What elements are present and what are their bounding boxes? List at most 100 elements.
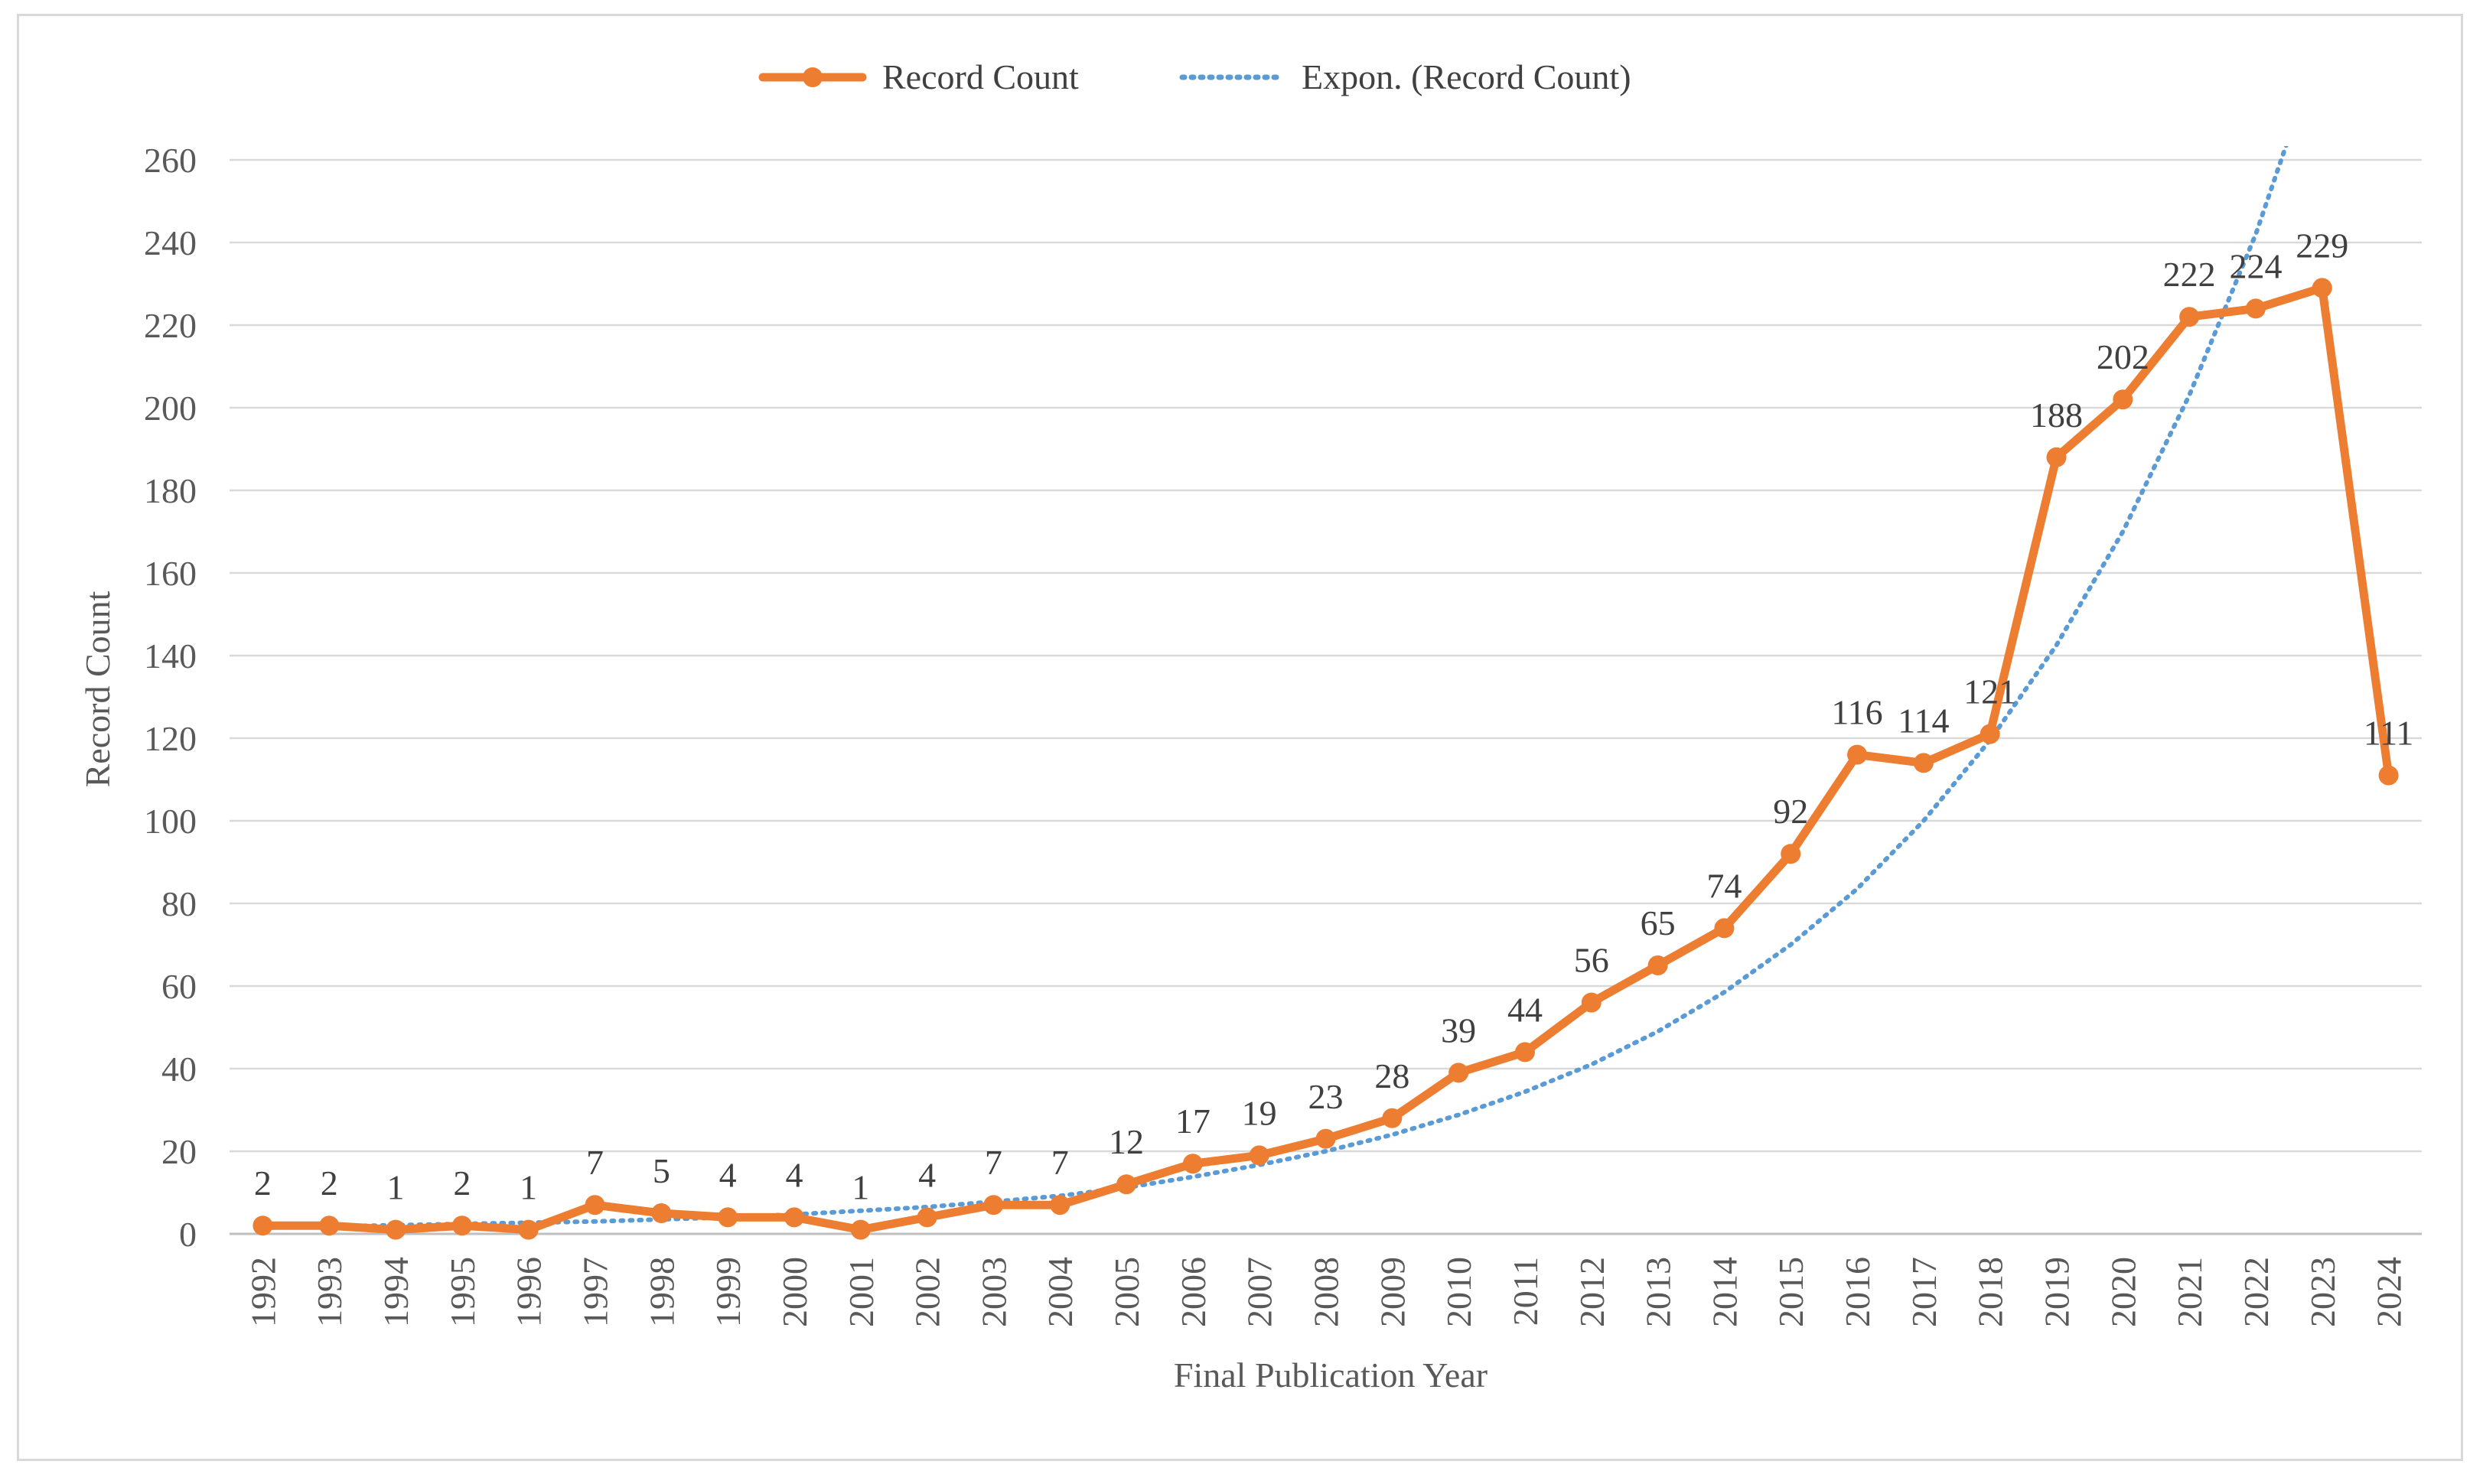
data-point	[917, 1207, 937, 1228]
legend-entry-expon-trendline: Expon. (Record Count)	[1179, 57, 1631, 96]
data-point	[1315, 1128, 1336, 1149]
y-tick-label: 100	[144, 802, 197, 841]
data-label: 121	[1963, 672, 2016, 711]
line-chart: Record Count Expon. (Record Count) 02040…	[78, 57, 2422, 1395]
data-label: 4	[785, 1155, 803, 1194]
x-tick-label: 2020	[2103, 1257, 2142, 1327]
data-label: 39	[1441, 1010, 1476, 1050]
data-point	[1980, 724, 2000, 744]
data-label: 188	[2030, 395, 2083, 434]
data-label: 19	[1242, 1093, 1277, 1132]
x-tick-label: 2019	[2038, 1257, 2077, 1327]
data-point	[718, 1207, 738, 1228]
data-point	[1847, 744, 1868, 765]
trendline-series	[260, 146, 2289, 1230]
x-tick-label: 2017	[1905, 1257, 1944, 1327]
data-label: 224	[2229, 246, 2282, 285]
x-tick-label: 2021	[2170, 1257, 2209, 1327]
y-tick-label: 140	[144, 636, 197, 675]
x-tick-label: 2007	[1240, 1257, 1279, 1327]
y-tick-label: 40	[161, 1050, 197, 1089]
data-point	[784, 1207, 804, 1228]
x-tick-label: 1993	[310, 1257, 349, 1327]
data-label: 7	[586, 1143, 604, 1182]
x-tick-label: 1995	[443, 1257, 482, 1327]
x-tick-label: 2001	[842, 1257, 881, 1327]
data-label: 92	[1773, 792, 1808, 831]
x-tick-label: 2004	[1041, 1257, 1080, 1327]
x-tick-label: 1997	[576, 1257, 615, 1327]
data-point	[1249, 1145, 1269, 1166]
data-point	[1448, 1063, 1469, 1083]
data-label: 2	[254, 1163, 272, 1202]
data-label: 23	[1308, 1077, 1344, 1116]
data-label: 111	[2364, 714, 2414, 753]
trendline-path	[260, 146, 2289, 1230]
data-point	[2378, 765, 2399, 786]
data-label: 1	[387, 1168, 405, 1207]
data-point	[2179, 307, 2200, 327]
x-tick-label: 1994	[376, 1257, 415, 1327]
y-tick-label: 80	[161, 884, 197, 923]
x-tick-label: 1999	[709, 1257, 748, 1327]
data-point	[2245, 298, 2266, 319]
x-tick-label: 2014	[1705, 1257, 1744, 1327]
x-tick-label: 2012	[1572, 1257, 1611, 1327]
data-label: 2	[453, 1163, 471, 1202]
data-label: 202	[2097, 337, 2149, 376]
data-point	[1781, 844, 1801, 864]
x-tick-label: 2023	[2303, 1257, 2342, 1327]
y-tick-label: 60	[161, 967, 197, 1006]
data-label: 56	[1574, 941, 1609, 980]
data-point	[2113, 389, 2133, 410]
data-point	[1182, 1154, 1203, 1174]
record-count-series	[253, 278, 2399, 1240]
data-label: 65	[1641, 903, 1676, 942]
legend-marker-record-count	[803, 67, 823, 87]
x-tick-label: 1998	[642, 1257, 681, 1327]
data-label: 116	[1831, 693, 1882, 732]
x-tick-label: 2006	[1174, 1257, 1213, 1327]
data-label: 44	[1507, 990, 1543, 1029]
x-tick-label: 2003	[974, 1257, 1013, 1327]
x-tick-label: 2002	[908, 1257, 947, 1327]
legend-label-expon-trendline: Expon. (Record Count)	[1302, 57, 1631, 96]
data-point	[1647, 955, 1668, 975]
x-axis-ticks: 1992 1993 1994 1995 1996 1997 1998 1999 2000 2001…	[243, 1257, 2408, 1327]
data-point	[850, 1219, 871, 1240]
data-point	[651, 1203, 672, 1223]
y-tick-label: 20	[161, 1132, 197, 1171]
y-axis-ticks: 0 20 40 60 80 100 120 140 160 180 200 220 240 260	[144, 141, 197, 1254]
data-point	[253, 1216, 273, 1236]
x-tick-label: 2022	[2237, 1257, 2276, 1327]
data-point	[1913, 753, 1934, 773]
x-tick-label: 2016	[1838, 1257, 1877, 1327]
data-point	[1116, 1174, 1137, 1195]
data-label: 4	[918, 1155, 936, 1194]
data-label: 2	[321, 1163, 338, 1202]
data-label: 7	[1051, 1143, 1069, 1182]
gridlines	[230, 158, 2422, 1235]
x-tick-label: 1996	[510, 1257, 549, 1327]
data-point	[2046, 447, 2067, 467]
data-label: 222	[2163, 255, 2216, 294]
x-tick-label: 2005	[1107, 1257, 1146, 1327]
data-label: 4	[719, 1155, 737, 1194]
data-point	[1382, 1108, 1403, 1128]
data-point	[1050, 1195, 1070, 1216]
y-tick-label: 200	[144, 389, 197, 428]
data-label: 5	[653, 1151, 670, 1190]
y-tick-label: 240	[144, 223, 197, 262]
y-axis-title: Record Count	[78, 591, 117, 787]
data-point	[1514, 1042, 1535, 1063]
data-label: 28	[1374, 1056, 1409, 1095]
x-tick-label: 2015	[1771, 1257, 1810, 1327]
y-tick-label: 120	[144, 719, 197, 758]
data-point	[2312, 278, 2332, 298]
y-tick-label: 160	[144, 554, 197, 593]
data-label: 7	[985, 1143, 1002, 1182]
x-tick-label: 2013	[1639, 1257, 1678, 1327]
data-point	[518, 1219, 539, 1240]
x-tick-label: 2011	[1506, 1257, 1545, 1326]
